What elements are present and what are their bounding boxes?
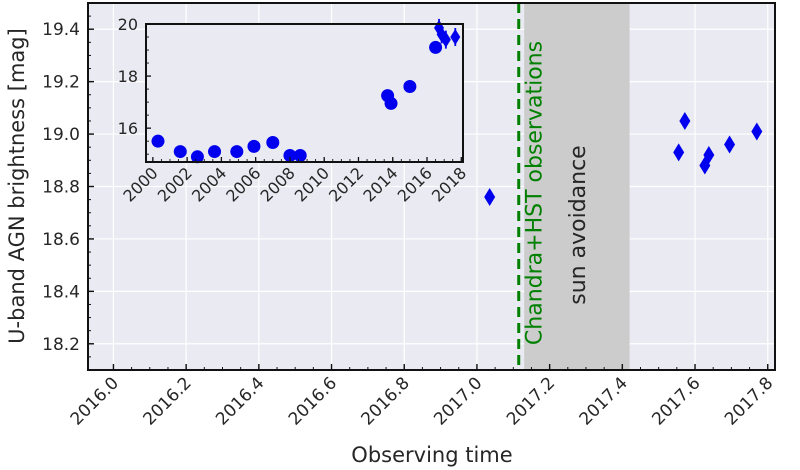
data-point-diamond bbox=[484, 187, 496, 206]
main-x-tick-label: 2017.4 bbox=[576, 373, 632, 429]
inset-point-circle bbox=[190, 150, 204, 164]
inset-point-circle bbox=[429, 40, 443, 54]
main-x-tick-label: 2016.0 bbox=[67, 373, 123, 429]
data-point-diamond bbox=[673, 143, 685, 162]
inset-point-circle bbox=[247, 139, 261, 153]
inset-point-circle bbox=[283, 148, 297, 162]
main-x-tick-label: 2017.0 bbox=[430, 373, 486, 429]
inset-point-circle bbox=[230, 145, 244, 159]
inset-y-tick-labels: 16 18 20 bbox=[118, 15, 138, 138]
inset-point-circle bbox=[403, 79, 417, 93]
x-axis-title: Observing time bbox=[351, 443, 512, 467]
main-y-tick-label: 18.6 bbox=[42, 230, 80, 250]
inset-plot-frame bbox=[145, 23, 464, 163]
main-x-tick-label: 2016.2 bbox=[139, 373, 195, 429]
main-y-tick-label: 18.4 bbox=[42, 282, 80, 302]
main-x-tick-label: 2016.4 bbox=[212, 373, 268, 429]
data-point-diamond bbox=[679, 111, 691, 130]
main-y-tick-label: 18.2 bbox=[42, 335, 80, 355]
inset-y-tick-label: 18 bbox=[118, 67, 138, 86]
main-y-tick-label: 19.4 bbox=[42, 20, 80, 40]
main-ticks bbox=[88, 15, 769, 370]
main-x-tick-label: 2016.6 bbox=[285, 373, 341, 429]
inset-y-tick-label: 20 bbox=[118, 15, 138, 34]
main-x-tick-label: 2017.8 bbox=[721, 373, 777, 429]
main-x-tick-label: 2017.6 bbox=[648, 373, 704, 429]
inset-point-circle bbox=[173, 145, 187, 159]
inset-point-diamond bbox=[450, 29, 461, 46]
inset-point-diamond bbox=[440, 31, 451, 48]
inset-point-circle bbox=[266, 135, 280, 149]
inset-plot-background bbox=[146, 24, 463, 162]
main-x-tick-label: 2017.2 bbox=[503, 373, 559, 429]
inset-point-circle bbox=[384, 96, 398, 110]
sun-avoidance-label: sun avoidance bbox=[566, 145, 591, 304]
chandra-hst-label: Chandra+HST observations bbox=[523, 41, 548, 345]
inset-point-circle bbox=[151, 134, 165, 148]
inset-ticks bbox=[146, 23, 462, 162]
data-point-diamond bbox=[703, 146, 715, 165]
data-point-diamond bbox=[751, 122, 763, 141]
main-x-tick-labels: 2016.0 2016.2 2016.4 2016.6 2016.8 2017.0 2017… bbox=[67, 373, 777, 429]
sun-avoidance-region bbox=[524, 3, 630, 370]
main-x-tick-label: 2016.8 bbox=[358, 373, 414, 429]
inset-point-circle bbox=[208, 145, 222, 159]
data-point-diamond bbox=[724, 135, 736, 154]
main-y-tick-label: 19.0 bbox=[42, 125, 80, 145]
y-axis-title: U-band AGN brightness [mag] bbox=[5, 28, 29, 344]
main-y-tick-label: 18.8 bbox=[42, 178, 80, 198]
main-annotations: sun avoidance Chandra+HST observations bbox=[517, 3, 630, 370]
main-y-tick-labels: 18.2 18.4 18.6 18.8 19.0 19.2 19.4 bbox=[42, 20, 80, 355]
inset-point-circle bbox=[293, 148, 307, 162]
inset-y-tick-label: 16 bbox=[118, 119, 138, 138]
main-y-tick-label: 19.2 bbox=[42, 73, 80, 93]
